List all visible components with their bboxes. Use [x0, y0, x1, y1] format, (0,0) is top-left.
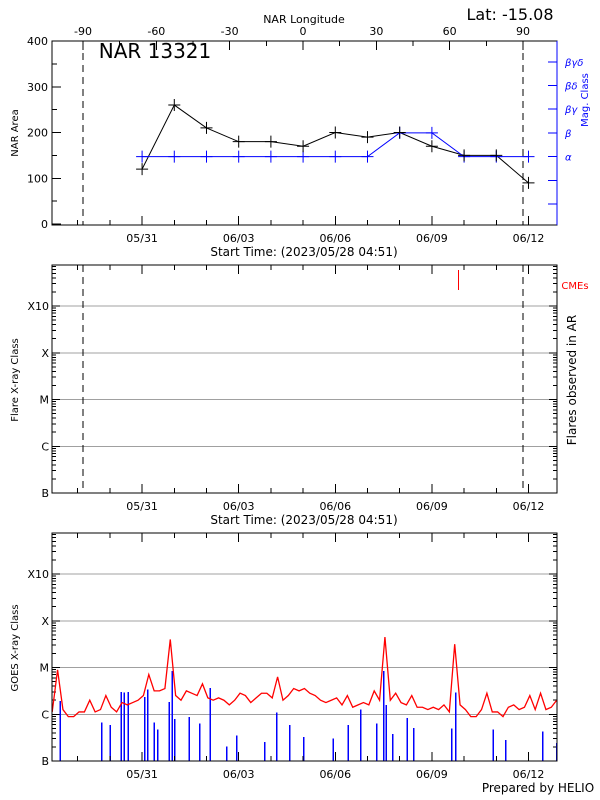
nar-area-marker — [361, 131, 374, 144]
lon-tick-label: -30 — [221, 25, 239, 38]
prepared-by-label: Prepared by HELIO — [482, 781, 594, 795]
x-tick-label: 06/06 — [319, 768, 351, 781]
x-tick-label: 06/06 — [319, 500, 351, 513]
x-tick-label: 06/03 — [223, 500, 255, 513]
mag-class-marker — [264, 150, 277, 163]
x-tick-label: 05/31 — [126, 768, 158, 781]
mag-class-point — [297, 150, 310, 163]
y-axis-title: NAR Area — [10, 109, 21, 156]
mag-class-point — [136, 150, 149, 163]
mag-class-marker — [168, 150, 181, 163]
mag-class-point — [232, 150, 245, 163]
nar-area-marker — [490, 149, 503, 162]
x-tick-label: 06/12 — [513, 500, 545, 513]
nar-area-marker — [329, 126, 342, 139]
mag-class-label: β — [564, 129, 572, 140]
plot-frame — [51, 532, 558, 762]
x-tick-label: 06/09 — [416, 500, 448, 513]
mag-class-marker — [522, 150, 535, 163]
nar-area-marker — [297, 140, 310, 153]
goes-long-line — [51, 637, 558, 718]
latitude-label: Lat: -15.08 — [466, 5, 553, 24]
mag-class-point — [200, 150, 213, 163]
mag-class-point — [264, 150, 277, 163]
mag-class-point — [329, 150, 342, 163]
y-tick-label: 300 — [27, 81, 48, 94]
nar-area-marker — [168, 99, 181, 112]
nar-area-marker — [136, 163, 149, 176]
nar-area-marker — [200, 121, 213, 134]
mag-class-label: βδ — [564, 82, 578, 93]
y-tick-label: 400 — [27, 35, 48, 48]
lon-tick-label: -90 — [74, 25, 92, 38]
mag-class-marker — [329, 150, 342, 163]
x-tick-label: 05/31 — [126, 500, 158, 513]
mag-class-point — [522, 150, 535, 163]
y-tick-label: C — [41, 440, 49, 453]
nar-area-marker — [522, 176, 535, 189]
y-axis-title: Flare X-ray Class — [10, 338, 21, 422]
nar-area-marker — [425, 140, 438, 153]
mag-class-point — [425, 126, 438, 139]
nar-area-line — [141, 104, 529, 184]
y-tick-label: 0 — [41, 218, 48, 231]
y-tick-label: B — [41, 487, 49, 500]
region-title: NAR 13321 — [99, 39, 212, 63]
y-tick-label: C — [41, 708, 49, 721]
mag-class-axis-title: Mag. Class — [580, 73, 591, 127]
plot-frame — [51, 40, 558, 226]
top-axis-title: NAR Longitude — [263, 13, 345, 26]
mag-class-marker — [425, 126, 438, 139]
mag-class-point — [361, 150, 374, 163]
y-tick-label: M — [40, 394, 50, 407]
x-tick-label: 06/03 — [223, 768, 255, 781]
y-tick-label: M — [40, 662, 50, 675]
y-axis-title: GOES X-ray Class — [10, 604, 21, 691]
lon-tick-label: 0 — [300, 25, 307, 38]
mag-class-label: βγ — [564, 105, 578, 116]
y-tick-label: X10 — [27, 300, 49, 313]
x-tick-label: 06/09 — [416, 768, 448, 781]
x-axis-title: Start Time: (2023/05/28 04:51) — [210, 245, 397, 259]
y-tick-label: 100 — [27, 172, 48, 185]
y-tick-label: X10 — [27, 568, 49, 581]
x-tick-label: 06/06 — [319, 232, 351, 245]
x-tick-label: 06/12 — [513, 232, 545, 245]
nar-area-marker — [264, 135, 277, 148]
cme-legend-label: CMEs — [561, 281, 588, 292]
mag-class-label: α — [565, 153, 572, 164]
mag-class-label: βγδ — [564, 58, 583, 69]
lon-tick-label: 30 — [369, 25, 383, 38]
mag-class-marker — [232, 150, 245, 163]
mag-class-marker — [297, 150, 310, 163]
nar-area-marker — [458, 149, 471, 162]
lon-tick-label: -60 — [147, 25, 165, 38]
nar-area-marker — [393, 126, 406, 139]
y-tick-label: X — [41, 615, 49, 628]
y-tick-label: X — [41, 347, 49, 360]
nar-area-marker — [232, 135, 245, 148]
mag-class-marker — [361, 150, 374, 163]
lon-tick-label: 60 — [443, 25, 457, 38]
mag-class-marker — [136, 150, 149, 163]
x-tick-label: 06/12 — [513, 768, 545, 781]
lon-tick-label: 90 — [516, 25, 530, 38]
mag-class-point — [168, 150, 181, 163]
y-tick-label: 200 — [27, 127, 48, 140]
x-tick-label: 06/09 — [416, 232, 448, 245]
plot-frame — [51, 264, 558, 494]
x-tick-label: 06/03 — [223, 232, 255, 245]
mag-class-marker — [200, 150, 213, 163]
x-axis-title: Start Time: (2023/05/28 04:51) — [210, 513, 397, 527]
y-tick-label: B — [41, 755, 49, 768]
flares-axis-title: Flares observed in AR — [565, 315, 579, 445]
x-tick-label: 05/31 — [126, 232, 158, 245]
